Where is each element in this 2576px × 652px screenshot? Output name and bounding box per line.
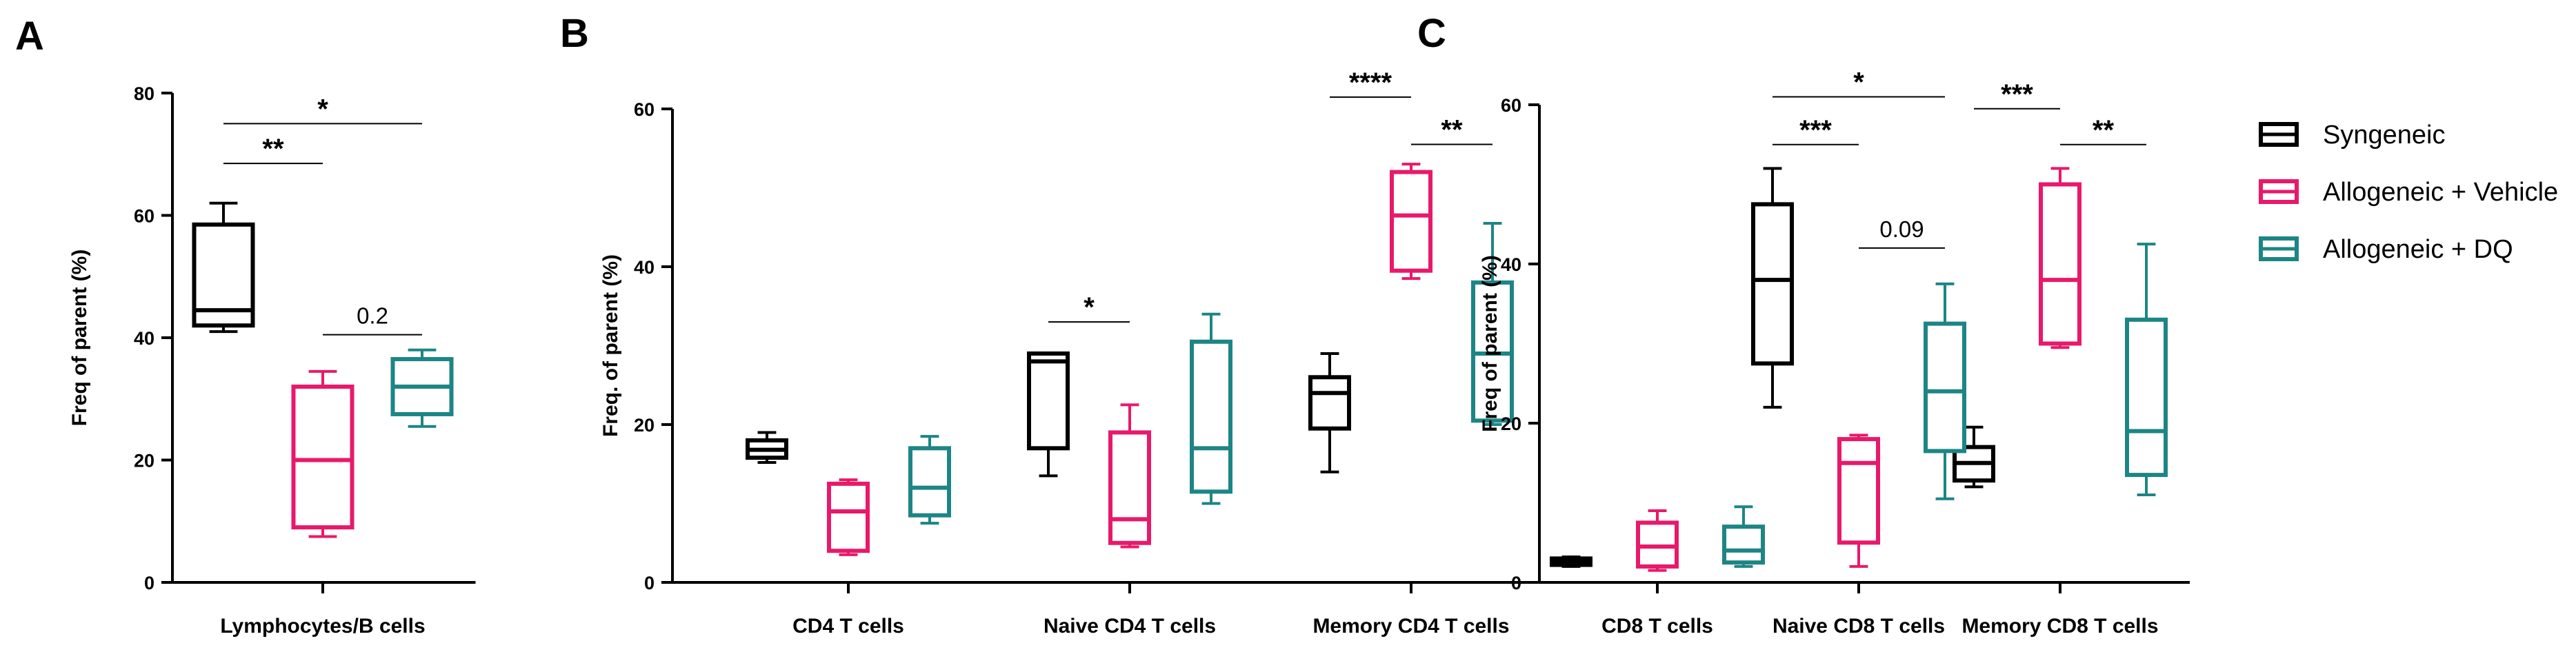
box-syngeneic: [1751, 167, 1794, 409]
category-label: CD4 T cells: [792, 615, 904, 638]
y-tick-label: 40: [634, 257, 655, 278]
y-axis-label: Freq of parent (%): [1479, 255, 1501, 432]
box-iqr: [908, 446, 951, 518]
y-tick-label: 20: [634, 415, 655, 436]
panel-c: C 0 20 40 60 Freq of parent (%) CD8 T cells Nai…: [1417, 11, 2190, 638]
box-syngeneic: [746, 431, 788, 464]
significance-annotation: *: [1773, 67, 1945, 98]
legend-item: Syngeneic: [2259, 121, 2445, 150]
legend-label: Allogeneic + Vehicle: [2323, 178, 2558, 207]
y-axis-label: Freq of parent (%): [68, 249, 91, 427]
significance-label: ***: [2001, 79, 2033, 110]
panel-letter-a: A: [15, 14, 44, 59]
y-axis-label: Freq. of parent (%): [599, 254, 622, 437]
significance-label: **: [1441, 115, 1463, 145]
box-allogeneic-vehicle: [1390, 163, 1432, 281]
box-syngeneic: [1550, 556, 1592, 568]
y-tick-label: 60: [134, 206, 154, 227]
box-allogeneic-dq: [390, 348, 454, 428]
box-iqr: [1108, 430, 1151, 545]
box-iqr: [1722, 524, 1765, 565]
y-tick-label: 0: [644, 573, 655, 593]
y-tick-label: 40: [1501, 254, 1521, 275]
box-iqr: [2125, 317, 2168, 478]
category-label: Naive CD8 T cells: [1773, 615, 1945, 638]
significance-annotation: ****: [1330, 68, 1411, 98]
legend-label: Syngeneic: [2323, 121, 2445, 150]
significance-label: **: [262, 134, 284, 164]
box-allogeneic-vehicle: [291, 369, 355, 538]
panels-group: A 0 20 40 60 80 Freq of parent (%) Lymphocytes/…: [15, 11, 2190, 638]
panel-a: A 0 20 40 60 80 Freq of parent (%) Lymphocytes/…: [15, 14, 476, 638]
box-allogeneic-vehicle: [2039, 167, 2081, 349]
legend: Syngeneic Allogeneic + Vehicle Allogeneic …: [2259, 121, 2558, 264]
box-allogeneic-vehicle: [827, 478, 870, 556]
panel-letter-b: B: [560, 11, 589, 56]
y-tick-label: 0: [144, 573, 154, 593]
significance-label: 0.2: [357, 303, 388, 329]
box-syngeneic: [1027, 351, 1070, 478]
box-allogeneic-dq: [1471, 222, 1514, 426]
box-syngeneic: [1953, 425, 1995, 489]
significance-annotation: **: [2060, 115, 2146, 145]
significance-label: ***: [1799, 115, 1832, 145]
box-allogeneic-vehicle: [1837, 434, 1880, 568]
box-iqr: [1751, 202, 1794, 366]
significance-label: *: [1084, 292, 1095, 323]
box-iqr: [2039, 182, 2081, 346]
box-allogeneic-vehicle: [1636, 509, 1679, 572]
significance-annotation: *: [1048, 292, 1130, 323]
legend-item: Allogeneic + DQ: [2259, 235, 2513, 264]
category-label: Lymphocytes/B cells: [220, 615, 425, 638]
legend-label: Allogeneic + DQ: [2323, 235, 2513, 264]
y-tick-label: 20: [1501, 414, 1521, 434]
box-iqr: [1190, 339, 1232, 494]
box-allogeneic-dq: [1924, 282, 1966, 500]
significance-label: 0.09: [1879, 216, 1924, 242]
legend-item: Allogeneic + Vehicle: [2259, 178, 2558, 207]
significance-label: ****: [1349, 68, 1392, 98]
box-iqr: [827, 481, 870, 553]
significance-label: *: [317, 94, 328, 124]
box-allogeneic-dq: [1722, 505, 1765, 568]
significance-label: **: [2093, 115, 2115, 145]
significance-annotation: 0.09: [1859, 216, 1945, 249]
category-label: Memory CD8 T cells: [1961, 615, 2158, 638]
box-allogeneic-dq: [2125, 243, 2168, 496]
box-allogeneic-vehicle: [1108, 403, 1151, 549]
box-iqr: [1390, 170, 1432, 273]
category-label: Memory CD4 T cells: [1312, 615, 1509, 638]
significance-annotation: ***: [1773, 115, 1859, 145]
y-tick-label: 60: [634, 99, 655, 120]
y-tick-label: 80: [134, 83, 154, 104]
box-iqr: [1027, 351, 1070, 451]
significance-annotation: *: [223, 94, 422, 125]
significance-annotation: **: [1411, 115, 1492, 145]
box-iqr: [291, 385, 355, 530]
y-tick-label: 40: [134, 328, 154, 349]
box-iqr: [1308, 375, 1351, 431]
box-allogeneic-dq: [1190, 312, 1232, 505]
significance-annotation: **: [223, 134, 323, 165]
panel-b: B 0 20 40 60 Freq. of parent (%) CD4 T cells Na…: [560, 11, 1536, 638]
category-label: Naive CD4 T cells: [1044, 615, 1216, 638]
y-tick-label: 60: [1501, 95, 1521, 116]
box-iqr: [1924, 321, 1966, 454]
category-label: CD8 T cells: [1601, 615, 1713, 638]
box-syngeneic: [192, 201, 255, 334]
box-iqr: [1837, 437, 1880, 545]
y-tick-label: 20: [134, 451, 154, 471]
significance-label: *: [1853, 67, 1864, 97]
panel-letter-c: C: [1417, 11, 1446, 56]
significance-annotation: ***: [1974, 79, 2060, 110]
box-allogeneic-dq: [908, 435, 951, 525]
box-syngeneic: [1308, 352, 1351, 473]
significance-annotation: 0.2: [323, 303, 422, 336]
y-tick-label: 0: [1511, 573, 1521, 593]
